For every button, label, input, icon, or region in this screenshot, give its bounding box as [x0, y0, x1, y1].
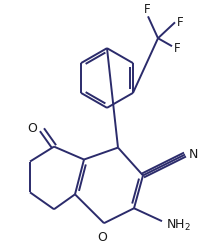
Text: F: F — [144, 3, 150, 16]
Text: N: N — [189, 147, 198, 161]
Text: F: F — [174, 42, 181, 54]
Text: O: O — [97, 230, 107, 243]
Text: O: O — [27, 122, 37, 135]
Text: F: F — [177, 16, 184, 29]
Text: NH$_2$: NH$_2$ — [166, 217, 191, 232]
